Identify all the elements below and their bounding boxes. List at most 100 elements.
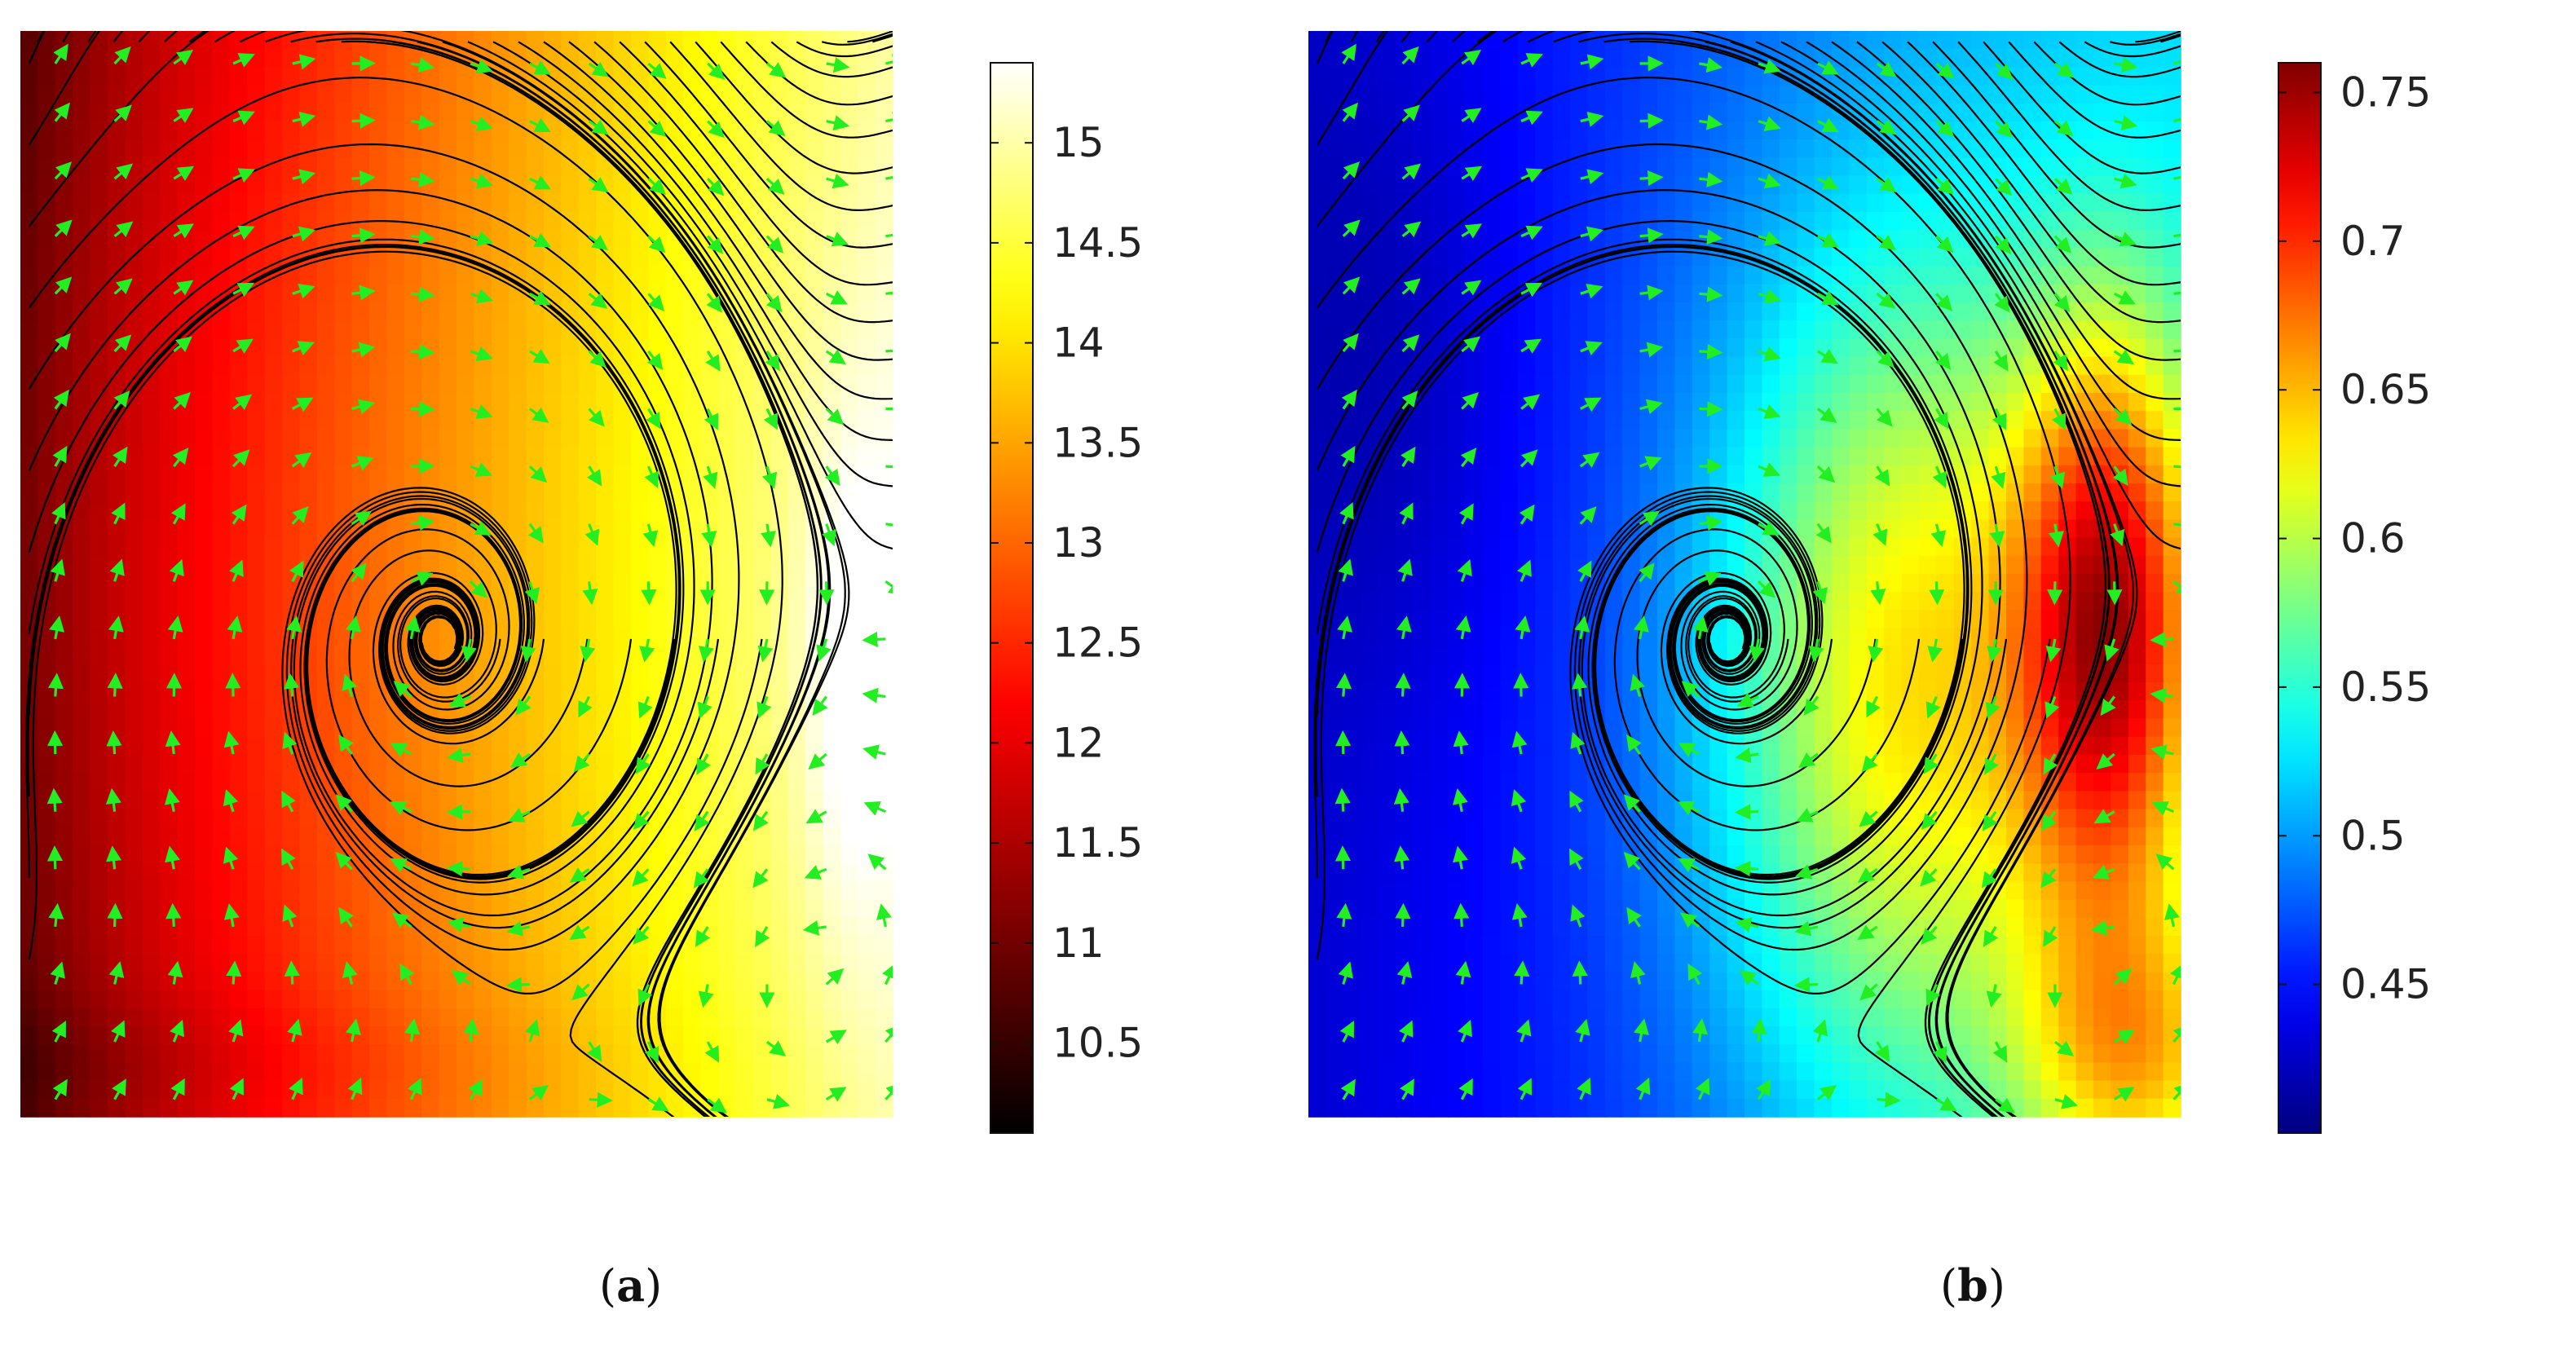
heatmap-cell [700, 1026, 719, 1045]
heatmap-cell [1709, 845, 1728, 864]
heatmap-cell [1692, 212, 1710, 231]
heatmap-cell [369, 1080, 388, 1100]
heatmap-cell [1622, 700, 1641, 720]
heatmap-cell [1500, 49, 1519, 68]
heatmap-cell [858, 773, 876, 792]
heatmap-cell [1430, 139, 1449, 159]
heatmap-cell [1500, 574, 1519, 593]
heatmap-cell [1448, 519, 1467, 539]
heatmap-cell [299, 936, 318, 955]
heatmap-cell [1396, 899, 1414, 919]
heatmap-cell [1448, 990, 1467, 1009]
heatmap-cell [1745, 1062, 1763, 1082]
heatmap-cell [1535, 936, 1554, 955]
heatmap-cell [1517, 1098, 1536, 1118]
heatmap-cell [840, 212, 858, 231]
heatmap-cell [264, 212, 283, 231]
heatmap-cell [195, 555, 214, 575]
heatmap-cell [282, 193, 301, 213]
heatmap-cell [1674, 718, 1693, 738]
heatmap-cell [1500, 610, 1519, 629]
heatmap-cell [160, 501, 179, 521]
heatmap-cell [90, 736, 108, 756]
heatmap-cell [648, 574, 667, 593]
heatmap-cell [439, 1026, 457, 1045]
heatmap-cell [700, 1062, 719, 1082]
heatmap-cell [1396, 863, 1414, 883]
heatmap-cell [37, 302, 56, 321]
heatmap-cell [544, 393, 562, 412]
heatmap-cell [631, 954, 650, 973]
heatmap-cell [1378, 67, 1396, 86]
heatmap-cell [1587, 374, 1606, 394]
heatmap-cell [247, 1080, 266, 1100]
heatmap-cell [683, 954, 702, 973]
velocity-arrow [48, 902, 64, 928]
heatmap-cell [1552, 827, 1571, 846]
heatmap-cell [1622, 483, 1641, 502]
heatmap-cell [1727, 791, 1745, 810]
heatmap-cell [73, 374, 91, 394]
heatmap-cell [334, 700, 353, 720]
heatmap-cell [1517, 990, 1536, 1009]
heatmap-cell [125, 212, 143, 231]
heatmap-cell [544, 954, 562, 973]
heatmap-cell [1378, 954, 1396, 973]
heatmap-cell [1762, 429, 1780, 448]
heatmap-cell [1639, 628, 1658, 647]
heatmap-cell [805, 718, 824, 738]
heatmap-cell [1587, 501, 1606, 521]
velocity-arrow [885, 112, 893, 127]
heatmap-cell [1535, 483, 1554, 502]
heatmap-cell [526, 302, 545, 321]
heatmap-cell [1500, 592, 1519, 611]
heatmap-cell [683, 320, 702, 340]
heatmap-cell [212, 972, 231, 991]
heatmap-cell [1413, 1026, 1431, 1045]
heatmap-cell [1325, 881, 1344, 901]
heatmap-cell [1587, 954, 1606, 973]
velocity-arrow [508, 808, 531, 822]
heatmap-cell [787, 628, 806, 647]
velocity-arrow [586, 465, 602, 487]
heatmap-cell [578, 718, 597, 738]
heatmap-cell [840, 863, 858, 883]
heatmap-cell [770, 555, 789, 575]
heatmap-cell [37, 736, 56, 756]
heatmap-cell [212, 936, 231, 955]
heatmap-cell [875, 157, 893, 177]
velocity-arrow [588, 408, 605, 427]
heatmap-cell [160, 1044, 179, 1064]
heatmap-cell [334, 320, 353, 340]
heatmap-cell [195, 574, 214, 593]
heatmap-cell [735, 972, 754, 991]
heatmap-cell [386, 139, 405, 159]
heatmap-cell [526, 555, 545, 575]
heatmap-cell [718, 320, 737, 340]
heatmap-cell [840, 845, 858, 864]
heatmap-cell [561, 49, 580, 68]
heatmap-cell [421, 429, 440, 448]
heatmap-cell [195, 972, 214, 991]
heatmap-cell [386, 718, 405, 738]
heatmap-cell [613, 863, 632, 883]
heatmap-cell [805, 574, 824, 593]
heatmap-cell [1308, 320, 1327, 340]
heatmap-cell [700, 31, 719, 50]
heatmap-cell [20, 1098, 39, 1118]
heatmap-cell [787, 266, 806, 285]
heatmap-cell [1570, 537, 1589, 557]
heatmap-cell [142, 49, 161, 68]
heatmap-cell [526, 139, 545, 159]
heatmap-cell [665, 356, 684, 376]
velocity-arrow [165, 730, 181, 755]
heatmap-cell [90, 773, 108, 792]
heatmap-cell [840, 809, 858, 828]
heatmap-cell [299, 881, 318, 901]
heatmap-cell [596, 248, 615, 267]
heatmap-cell [875, 356, 893, 376]
heatmap-cell [631, 610, 650, 629]
heatmap-cell [858, 447, 876, 466]
heatmap-cell [1535, 736, 1554, 756]
heatmap-cell [578, 1062, 597, 1082]
